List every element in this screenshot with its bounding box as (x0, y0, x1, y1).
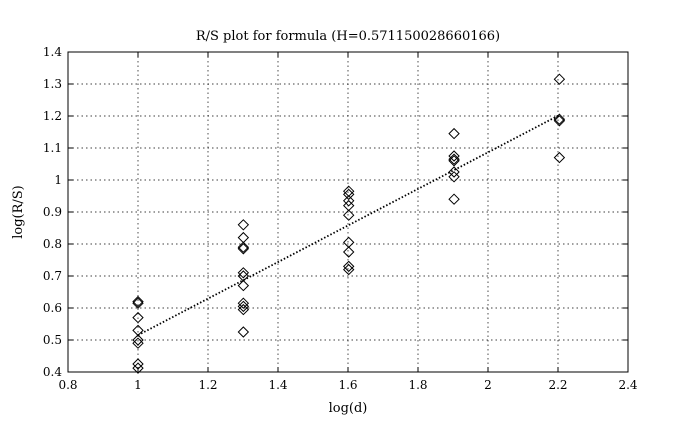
data-point-diamond (342, 263, 355, 276)
data-point-diamond (553, 151, 566, 164)
data-point-diamond (342, 246, 355, 258)
data-point-diamond (237, 326, 250, 338)
y-tick-label: 0.7 (43, 269, 62, 283)
data-point-diamond (448, 127, 460, 140)
data-point-diamond (237, 279, 250, 292)
data-series (132, 73, 566, 374)
data-point-diamond (342, 195, 355, 207)
data-point-diamond (342, 209, 355, 221)
data-point-diamond (132, 311, 144, 324)
data-point-diamond (132, 297, 144, 309)
data-point-diamond (448, 153, 460, 165)
chart-title: R/S plot for formula (H=0.57115002866016… (196, 29, 500, 44)
data-point-diamond (342, 188, 355, 201)
y-tick-label: 1 (54, 173, 62, 187)
data-point-diamond (448, 150, 460, 162)
data-point-diamond (237, 219, 250, 231)
y-tick-label: 1.1 (43, 141, 62, 155)
x-tick-label: 1.4 (268, 378, 287, 392)
trend-line (137, 114, 560, 336)
data-point-diamond (237, 300, 250, 313)
data-point-diamond (132, 337, 144, 349)
data-point-diamond (553, 113, 566, 125)
data-point-diamond (132, 334, 144, 346)
y-tick-label: 0.8 (43, 237, 62, 251)
data-point-diamond (132, 362, 144, 374)
data-point-diamond (342, 260, 355, 273)
y-tick-label: 1.4 (43, 45, 62, 59)
axis-ticks: 0.8 1 1.2 1.4 1.6 1.8 2 2.2 2.4 0.4 0.5 0.6 0.7 0.8 0.… (43, 45, 638, 392)
x-tick-label: 0.8 (58, 378, 77, 392)
x-tick-label: 2 (484, 378, 492, 392)
y-axis-label: log(R/S) (11, 185, 26, 239)
data-point-diamond (448, 171, 460, 183)
y-tick-label: 1.2 (43, 109, 62, 123)
x-axis-label: log(d) (329, 401, 368, 416)
data-point-diamond (132, 295, 144, 308)
data-point-diamond (132, 358, 144, 370)
x-tick-label: 2.2 (548, 378, 567, 392)
x-tick-label: 1 (134, 378, 142, 392)
data-point-diamond (237, 241, 250, 253)
data-point-diamond (237, 267, 250, 279)
y-tick-label: 0.6 (43, 301, 62, 315)
x-tick-label: 1.8 (408, 378, 427, 392)
x-tick-label: 1.6 (338, 378, 357, 392)
y-tick-label: 1.3 (43, 77, 62, 91)
data-point-diamond (448, 166, 460, 178)
data-point-diamond (237, 303, 250, 316)
data-point-diamond (553, 115, 566, 127)
grid-lines (68, 52, 628, 372)
data-point-diamond (448, 155, 460, 167)
y-tick-label: 0.5 (43, 333, 62, 347)
x-tick-label: 2.4 (618, 378, 637, 392)
data-point-diamond (553, 73, 566, 85)
y-tick-label: 0.4 (43, 365, 62, 379)
y-tick-label: 0.9 (43, 205, 62, 219)
data-point-diamond (448, 193, 460, 205)
data-point-diamond (237, 297, 250, 309)
x-tick-label: 1.2 (198, 378, 217, 392)
data-point-diamond (237, 243, 250, 255)
